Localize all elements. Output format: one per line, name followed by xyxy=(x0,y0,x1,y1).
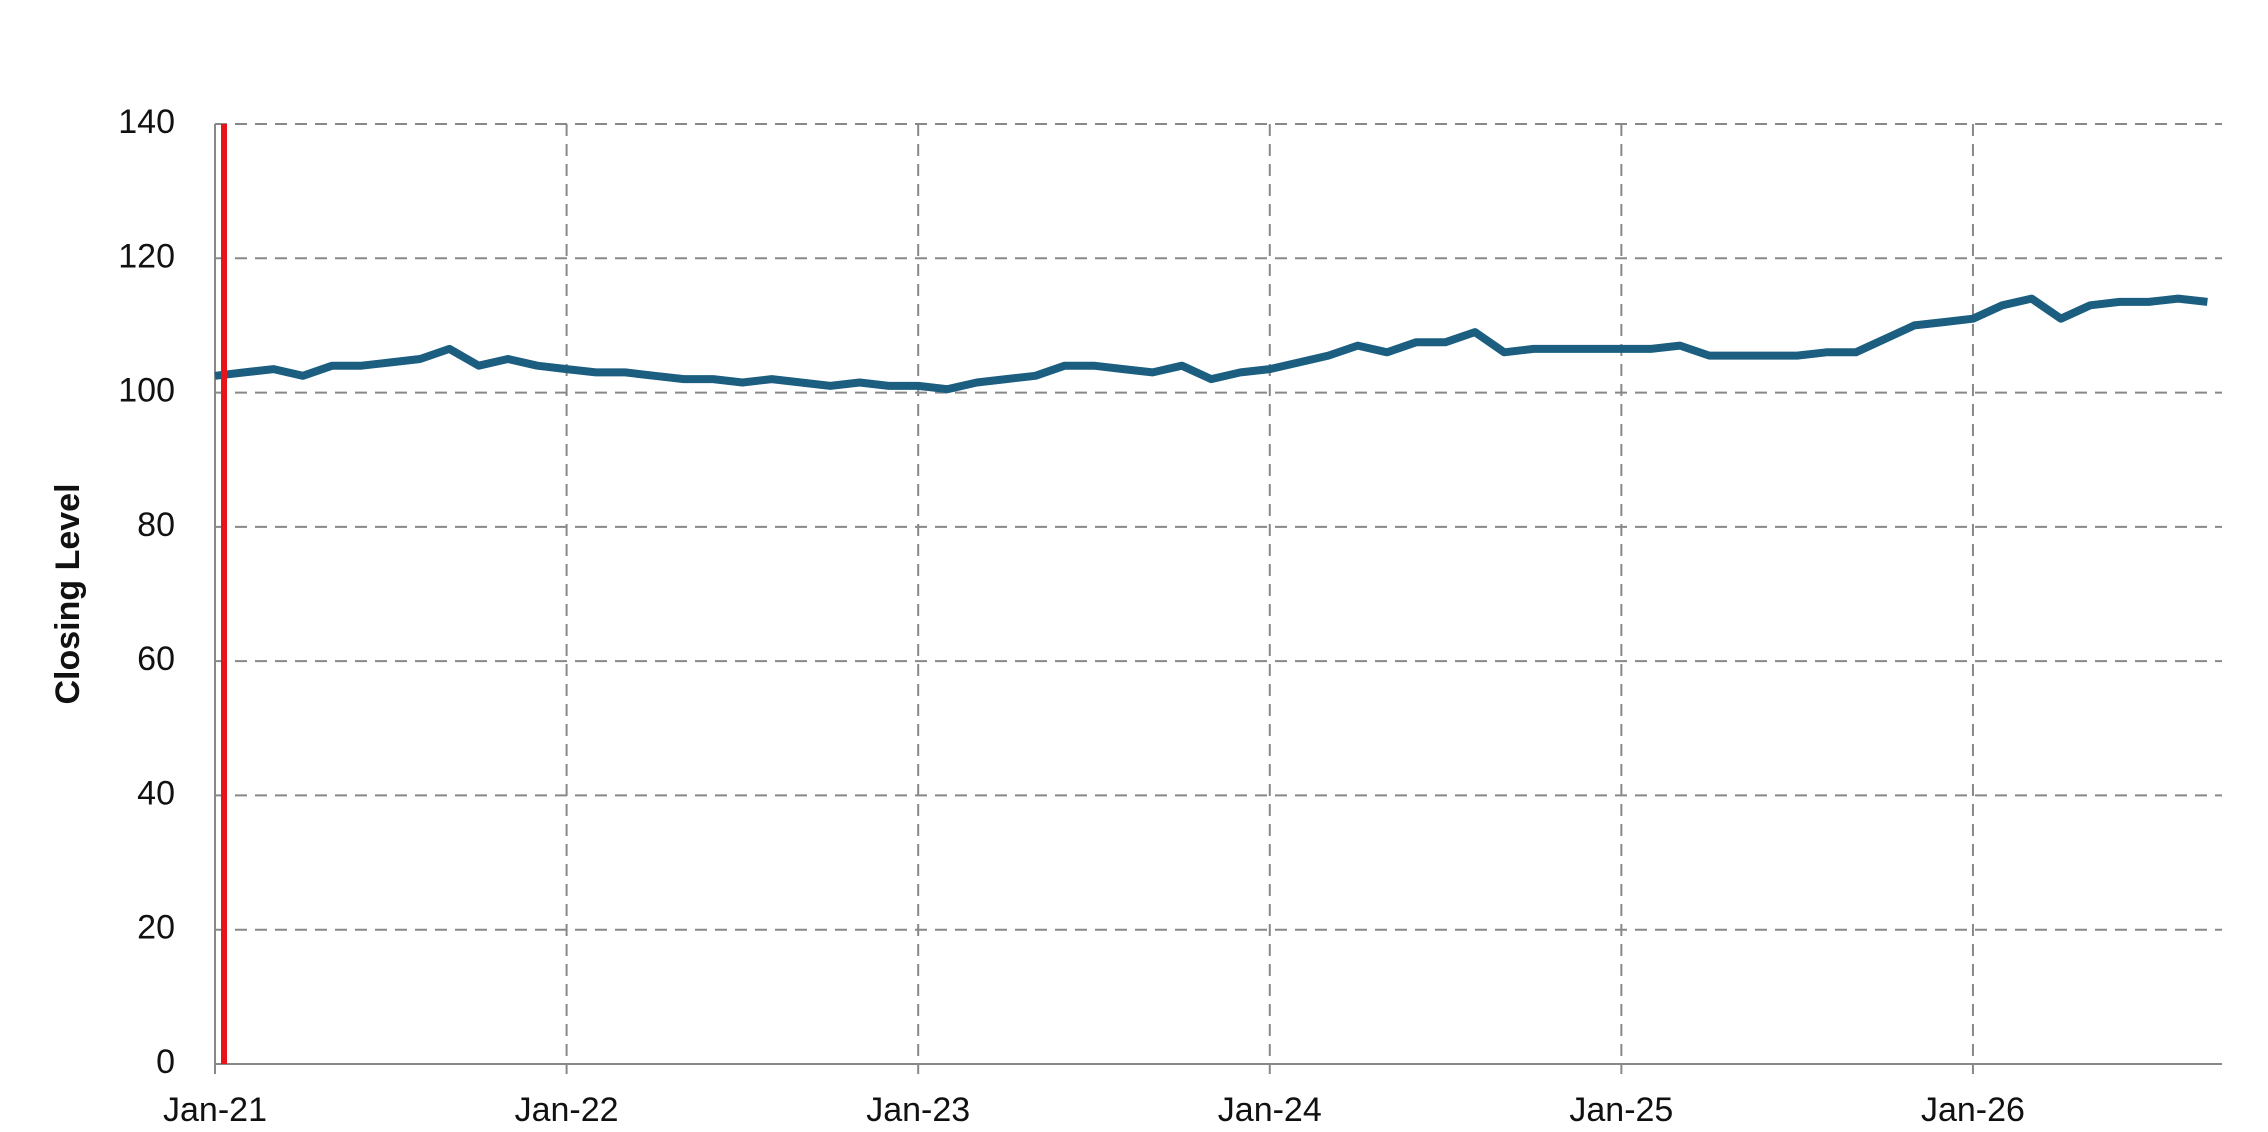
y-tick-label: 20 xyxy=(137,909,175,947)
x-tick-label: Jan-23 xyxy=(866,1091,970,1129)
y-tick-label: 80 xyxy=(137,506,175,544)
x-tick-label: Jan-26 xyxy=(1921,1091,2025,1129)
x-tick-label: Jan-24 xyxy=(1218,1091,1322,1129)
x-tick-label: Jan-21 xyxy=(163,1091,267,1129)
y-tick-label: 40 xyxy=(137,774,175,812)
x-tick-label: Jan-22 xyxy=(515,1091,619,1129)
series-line xyxy=(214,294,2208,394)
y-tick-label: 60 xyxy=(137,640,175,678)
y-tick-label: 140 xyxy=(118,103,175,141)
y-tick-label: 100 xyxy=(118,372,175,410)
y-tick-label: 120 xyxy=(118,237,175,275)
y-axis-title: Closing Level xyxy=(49,483,87,704)
x-tick-label: Jan-25 xyxy=(1569,1091,1673,1129)
y-tick-label: 0 xyxy=(156,1043,175,1081)
